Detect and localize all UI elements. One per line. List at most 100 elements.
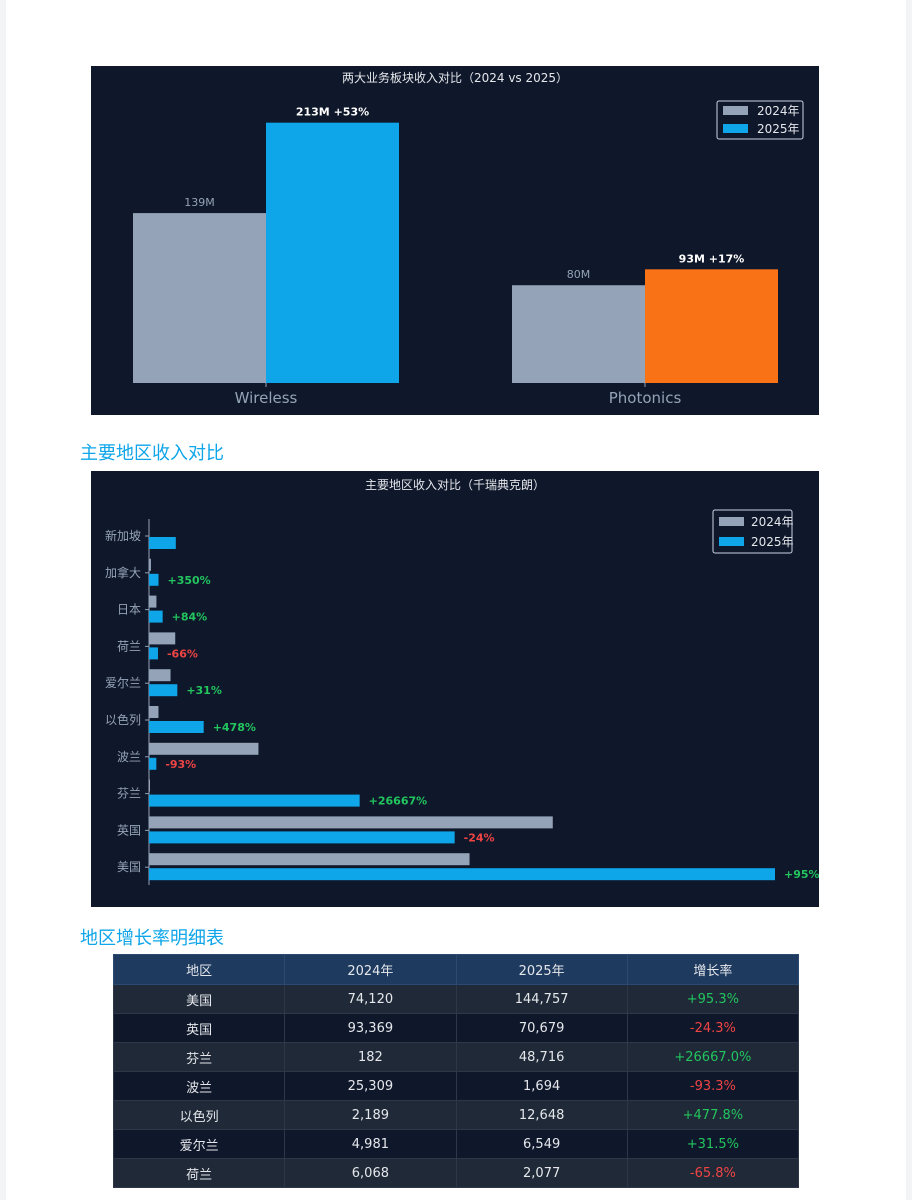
table-row: 以色列 2,189 12,648 +477.8% (112, 1100, 800, 1130)
bar-2025-2 (149, 610, 163, 623)
bar-2025-5 (149, 721, 204, 733)
growth-label-1: +350% (168, 574, 211, 587)
bar-2025-6 (149, 757, 157, 770)
header-2024: 2024年 (284, 954, 457, 985)
x-tick-label-photonics: Photonics (609, 389, 682, 407)
cell-region: 英国 (112, 1013, 286, 1043)
cell-growth: +477.8% (626, 1100, 800, 1130)
chart2-legend-swatch-1 (719, 537, 744, 546)
chart2-legend-swatch-0 (719, 517, 744, 526)
growth-label-2: +84% (172, 611, 208, 624)
growth-label-6: -93% (165, 758, 196, 771)
growth-label-7: +26667% (369, 795, 428, 808)
bar-2025-7 (149, 794, 360, 807)
bar-2025-9 (149, 868, 775, 881)
y-tick-label-1: 加拿大 (105, 565, 141, 580)
data-label-photonics-2025: 93M +17% (679, 252, 745, 265)
bar-2025-4 (149, 684, 178, 697)
data-label-wireless-2025: 213M +53% (296, 106, 369, 119)
cell-region: 芬兰 (112, 1042, 286, 1072)
chart1-legend-swatch-1 (723, 124, 748, 133)
bar-2024-9 (149, 853, 470, 866)
chart2-legend-label-0: 2024年 (751, 515, 794, 529)
chart1-legend-swatch-0 (723, 106, 748, 115)
cell-2025: 1,694 (455, 1071, 628, 1101)
data-label-photonics-2024: 80M (567, 268, 591, 281)
cell-2024: 6,068 (284, 1158, 457, 1188)
y-tick-label-9: 美国 (117, 860, 141, 874)
cell-region: 美国 (112, 984, 286, 1014)
data-label-wireless-2024: 139M (184, 196, 215, 209)
bar-2025-0 (149, 537, 176, 549)
segment-revenue-svg: 两大业务板块收入对比（2024 vs 2025） 139M 213M +53% Wir… (133, 70, 804, 407)
y-tick-label-3: 荷兰 (117, 639, 141, 653)
cell-growth: -65.8% (626, 1158, 800, 1188)
cell-growth: +95.3% (626, 984, 800, 1014)
cell-2024: 74,120 (284, 984, 457, 1014)
cell-2025: 144,757 (455, 984, 628, 1014)
cell-growth: -24.3% (626, 1013, 800, 1043)
bar-wireless-2025 (266, 122, 399, 383)
bar-2024-6 (149, 742, 259, 755)
bar-2024-8 (149, 816, 553, 829)
cell-growth: +26667.0% (626, 1042, 800, 1072)
cell-2024: 2,189 (284, 1100, 457, 1130)
header-2025: 2025年 (455, 954, 628, 985)
table-row: 波兰 25,309 1,694 -93.3% (112, 1071, 800, 1101)
cell-2024: 93,369 (284, 1013, 457, 1043)
y-tick-label-8: 英国 (117, 823, 141, 837)
cell-2024: 25,309 (284, 1071, 457, 1101)
bar-photonics-2025 (645, 269, 778, 383)
cell-2025: 70,679 (455, 1013, 628, 1043)
header-growth: 增长率 (626, 954, 800, 985)
bar-photonics-2024 (512, 285, 645, 383)
growth-label-4: +31% (186, 684, 222, 697)
table-row: 荷兰 6,068 2,077 -65.8% (112, 1158, 800, 1188)
table-row: 芬兰 182 48,716 +26667.0% (112, 1042, 800, 1072)
bar-2024-1 (149, 558, 151, 571)
header-region: 地区 (112, 954, 286, 985)
growth-label-3: -66% (167, 647, 198, 660)
y-tick-label-2: 日本 (117, 603, 141, 617)
y-tick-label-6: 波兰 (117, 750, 141, 764)
cell-2025: 48,716 (455, 1042, 628, 1072)
bar-2024-5 (149, 706, 159, 718)
y-tick-label-0: 新加坡 (105, 528, 141, 543)
y-tick-label-7: 芬兰 (117, 787, 141, 801)
report-page: 两大业务板块收入对比（2024 vs 2025） 139M 213M +53% Wir… (6, 0, 906, 1200)
growth-label-8: -24% (464, 831, 495, 844)
cell-2024: 4,981 (284, 1129, 457, 1159)
cell-2025: 6,549 (455, 1129, 628, 1159)
region-revenue-chart: 主要地区收入对比（千瑞典克朗） 新加坡 加拿大 +350% 日本 +84% 荷兰 -66% 爱尔… (91, 471, 819, 907)
y-tick-label-4: 爱尔兰 (105, 675, 141, 690)
bar-2024-7 (149, 779, 150, 792)
cell-region: 波兰 (112, 1071, 286, 1101)
chart1-legend-label-1: 2025年 (757, 122, 800, 136)
cell-2025: 12,648 (455, 1100, 628, 1130)
cell-region: 荷兰 (112, 1158, 286, 1188)
chart2-legend-label-1: 2025年 (751, 535, 794, 549)
table-row: 英国 93,369 70,679 -24.3% (112, 1013, 800, 1043)
chart1-title: 两大业务板块收入对比（2024 vs 2025） (342, 70, 568, 85)
bar-2024-3 (149, 632, 176, 645)
growth-label-9: +95% (784, 868, 819, 881)
bar-2024-4 (149, 669, 171, 682)
cell-region: 爱尔兰 (112, 1129, 286, 1159)
cell-2024: 182 (284, 1042, 457, 1072)
growth-table: 地区 2024年 2025年 增长率 美国 74,120 144,757 +95.3%… (112, 954, 800, 1188)
bar-2025-8 (149, 831, 455, 844)
table-row: 爱尔兰 4,981 6,549 +31.5% (112, 1129, 800, 1159)
growth-label-5: +478% (213, 721, 256, 734)
chart1-legend-label-0: 2024年 (757, 104, 800, 118)
region-section-title: 主要地区收入对比 (80, 443, 224, 464)
bar-2025-1 (149, 573, 159, 586)
cell-2025: 2,077 (455, 1158, 628, 1188)
growth-table-wrap: 地区 2024年 2025年 增长率 美国 74,120 144,757 +95.3%… (112, 954, 800, 1188)
segment-revenue-chart: 两大业务板块收入对比（2024 vs 2025） 139M 213M +53% Wir… (91, 66, 819, 415)
x-tick-label-wireless: Wireless (235, 389, 298, 407)
cell-growth: -93.3% (626, 1071, 800, 1101)
table-row: 美国 74,120 144,757 +95.3% (112, 984, 800, 1014)
bar-2024-2 (149, 595, 157, 608)
bar-2025-3 (149, 647, 158, 660)
y-tick-label-5: 以色列 (105, 713, 141, 727)
